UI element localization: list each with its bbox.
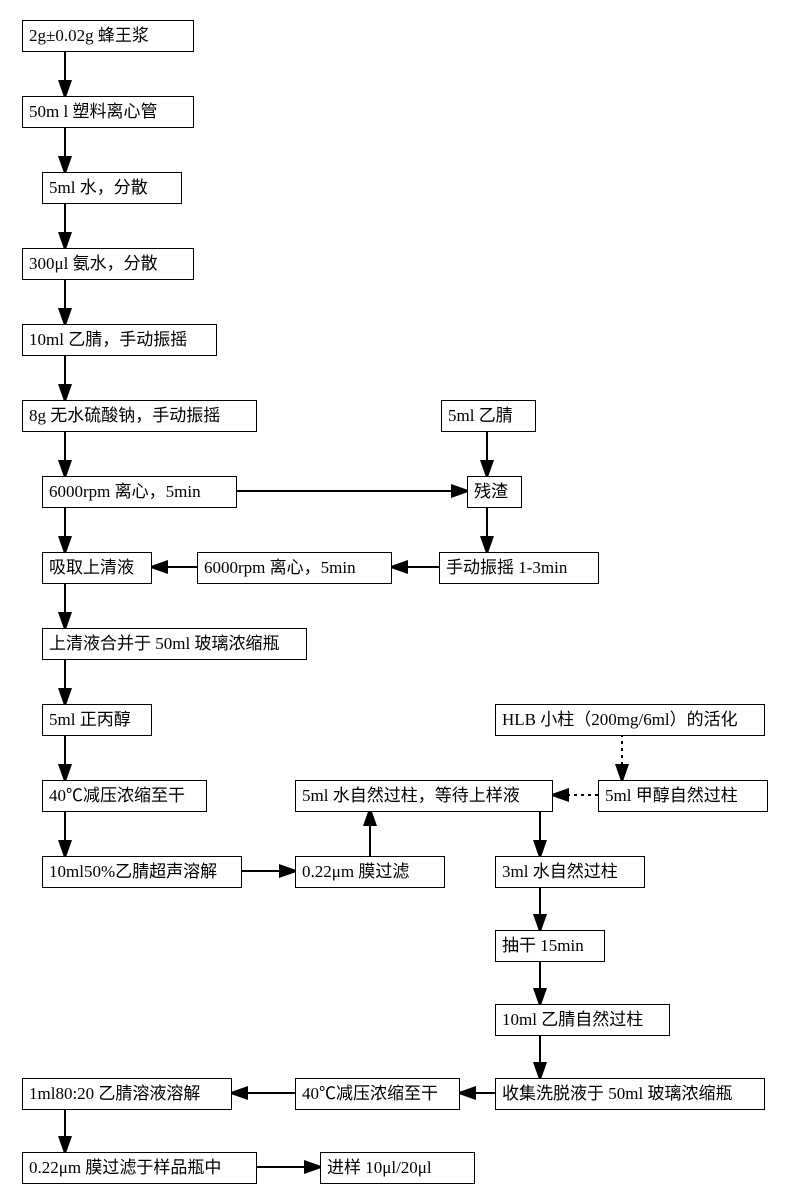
flow-node-label: 6000rpm 离心，5min (204, 558, 356, 577)
flow-node-n1: 2g±0.02g 蜂王浆 (22, 20, 194, 52)
flow-node-n11: 40℃减压浓缩至干 (42, 780, 207, 812)
flow-node-label: HLB 小柱（200mg/6ml）的活化 (502, 710, 738, 729)
flow-node-label: 手动振摇 1-3min (446, 558, 567, 577)
flow-node-label: 0.22μm 膜过滤于样品瓶中 (29, 1158, 221, 1177)
flow-node-label: 5ml 正丙醇 (49, 710, 131, 729)
flow-node-n7b: 残渣 (467, 476, 522, 508)
flow-node-n9: 上清液合并于 50ml 玻璃浓缩瓶 (42, 628, 307, 660)
flow-node-label: 5ml 水，分散 (49, 178, 148, 197)
flow-node-n8: 吸取上清液 (42, 552, 152, 584)
flow-node-n8c: 手动振摇 1-3min (439, 552, 599, 584)
flow-node-label: 抽干 15min (502, 936, 584, 955)
flow-node-label: 0.22μm 膜过滤 (302, 862, 409, 881)
flow-node-n11c: 5ml 甲醇自然过柱 (598, 780, 768, 812)
flow-node-n5: 10ml 乙腈，手动振摇 (22, 324, 217, 356)
flow-node-label: 进样 10μl/20μl (327, 1158, 432, 1177)
flow-node-n12: 10ml50%乙腈超声溶解 (42, 856, 242, 888)
flow-node-n7: 6000rpm 离心，5min (42, 476, 237, 508)
flow-node-n12b: 0.22μm 膜过滤 (295, 856, 445, 888)
flow-node-n3: 5ml 水，分散 (42, 172, 182, 204)
flow-node-n15c: 收集洗脱液于 50ml 玻璃浓缩瓶 (495, 1078, 765, 1110)
flow-node-label: 300μl 氨水，分散 (29, 254, 158, 273)
flow-node-n16b: 进样 10μl/20μl (320, 1152, 475, 1184)
flow-edge-20 (485, 810, 540, 856)
flow-node-label: 40℃减压浓缩至干 (302, 1084, 438, 1103)
flow-node-label: 5ml 水自然过柱，等待上样液 (302, 786, 520, 805)
flow-node-label: 1ml80:20 乙腈溶液溶解 (29, 1084, 200, 1103)
flow-node-label: 8g 无水硫酸钠，手动振摇 (29, 406, 220, 425)
flow-node-n12c: 3ml 水自然过柱 (495, 856, 645, 888)
flow-node-n13: 抽干 15min (495, 930, 605, 962)
flow-node-n15: 1ml80:20 乙腈溶液溶解 (22, 1078, 232, 1110)
flow-node-n11b: 5ml 水自然过柱，等待上样液 (295, 780, 553, 812)
flow-node-n6: 8g 无水硫酸钠，手动振摇 (22, 400, 257, 432)
flow-node-label: 2g±0.02g 蜂王浆 (29, 26, 149, 45)
flow-node-label: 残渣 (474, 482, 508, 501)
flow-node-n16: 0.22μm 膜过滤于样品瓶中 (22, 1152, 257, 1184)
flow-node-label: 5ml 乙腈 (448, 406, 513, 425)
flow-node-label: 吸取上清液 (49, 558, 134, 577)
flow-node-label: 40℃减压浓缩至干 (49, 786, 185, 805)
flow-node-label: 10ml 乙腈自然过柱 (502, 1010, 643, 1029)
flow-node-label: 10ml50%乙腈超声溶解 (49, 862, 217, 881)
flow-node-n15b: 40℃减压浓缩至干 (295, 1078, 460, 1110)
flow-node-n14: 10ml 乙腈自然过柱 (495, 1004, 670, 1036)
flow-node-label: 10ml 乙腈，手动振摇 (29, 330, 187, 349)
flow-node-n10b: HLB 小柱（200mg/6ml）的活化 (495, 704, 765, 736)
flow-node-n4: 300μl 氨水，分散 (22, 248, 194, 280)
flow-node-label: 上清液合并于 50ml 玻璃浓缩瓶 (49, 634, 279, 653)
flow-node-label: 6000rpm 离心，5min (49, 482, 201, 501)
flow-node-n8b: 6000rpm 离心，5min (197, 552, 392, 584)
flow-node-label: 收集洗脱液于 50ml 玻璃浓缩瓶 (502, 1084, 732, 1103)
flow-node-n6b: 5ml 乙腈 (441, 400, 536, 432)
flow-node-n2: 50m l 塑料离心管 (22, 96, 194, 128)
flow-node-label: 5ml 甲醇自然过柱 (605, 786, 738, 805)
flow-node-label: 50m l 塑料离心管 (29, 102, 157, 121)
flow-node-label: 3ml 水自然过柱 (502, 862, 618, 881)
flow-node-n10: 5ml 正丙醇 (42, 704, 152, 736)
